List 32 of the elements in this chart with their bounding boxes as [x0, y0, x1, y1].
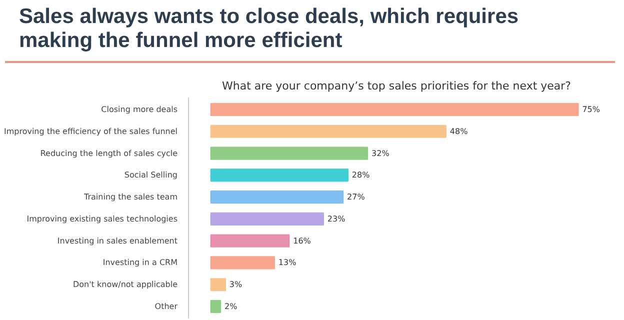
y-tick-label: Training the sales team: [83, 192, 178, 202]
bar: [210, 300, 222, 313]
bar: [210, 190, 344, 204]
bar: [210, 168, 348, 182]
bar: [210, 278, 226, 292]
chart-subtitle: What are your company’s top sales priorities for the next year?: [222, 80, 572, 92]
y-tick-label: Closing more deals: [101, 105, 178, 114]
data-label: 27%: [347, 192, 366, 202]
data-label: 3%: [229, 280, 242, 290]
data-label: 28%: [352, 170, 370, 180]
y-tick-label: Don't know/not applicable: [72, 280, 178, 290]
data-label: 32%: [372, 148, 390, 158]
data-label: 2%: [224, 302, 238, 311]
y-tick-label: Improving the efficiency of the sales funnel: [4, 126, 178, 136]
y-tick-label: Other: [154, 302, 178, 311]
y-tick-label: Improving existing sales technologies: [26, 214, 178, 224]
data-label: 16%: [293, 236, 312, 246]
bar: [210, 256, 275, 270]
data-label: 23%: [327, 214, 346, 224]
data-label: 48%: [450, 126, 468, 136]
bar: [210, 146, 368, 160]
y-tick-label: Investing in a CRM: [102, 258, 178, 268]
bar: [210, 103, 579, 116]
chart-title: Sales always wants to close deals, which requires making the funnel more efficient: [19, 5, 519, 54]
bar: [210, 234, 290, 248]
y-tick-label: Investing in sales enablement: [57, 236, 178, 246]
data-label: 75%: [582, 105, 600, 114]
bar: [210, 124, 446, 138]
bar: [210, 212, 324, 226]
y-tick-label: Reducing the length of sales cycle: [40, 148, 178, 158]
y-tick-label: Social Selling: [124, 170, 178, 180]
data-label: 13%: [278, 258, 297, 268]
